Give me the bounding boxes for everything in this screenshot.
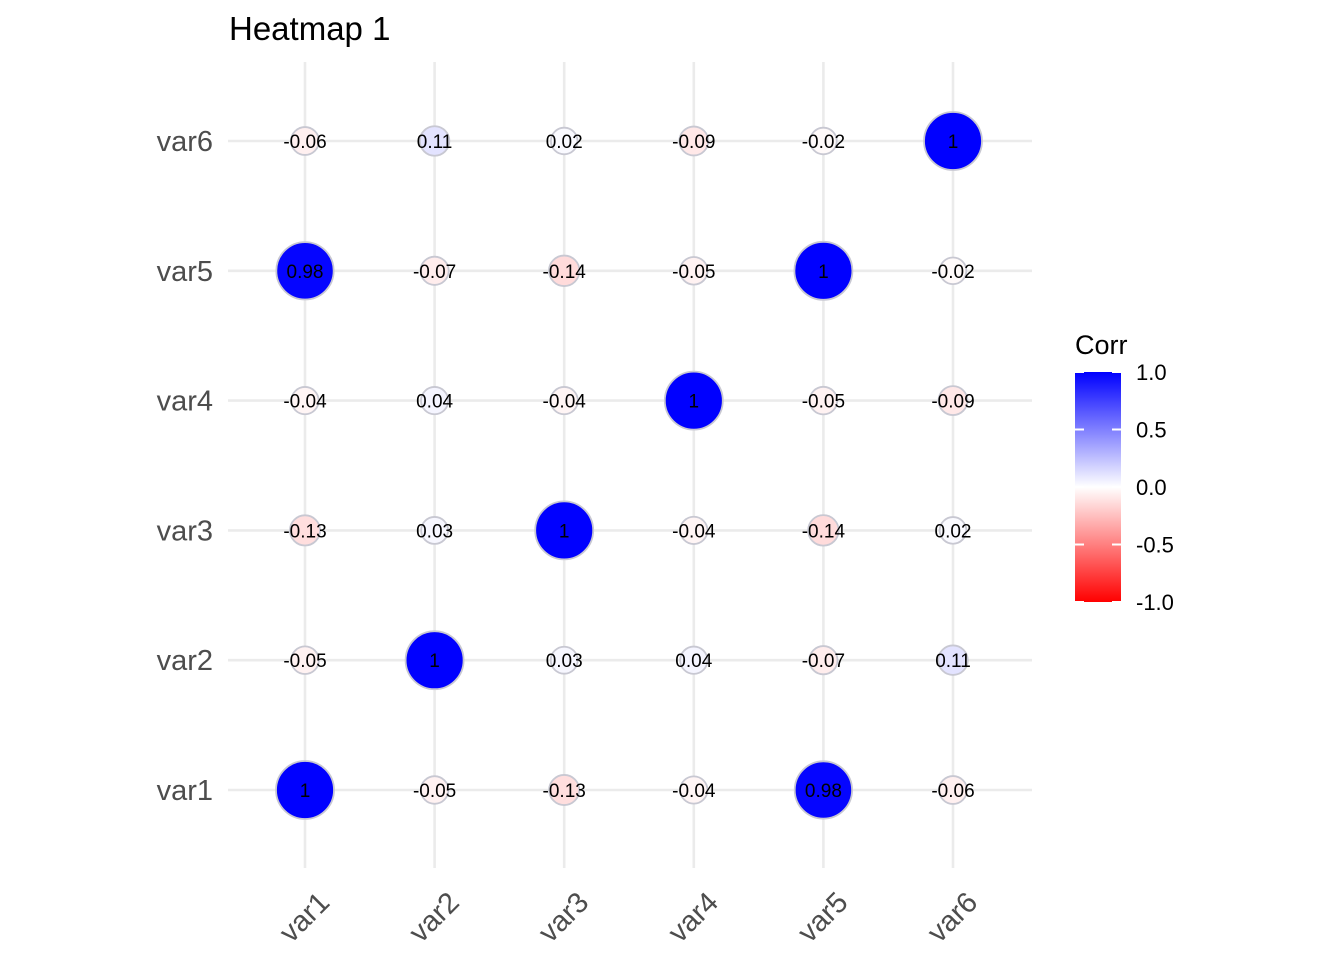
bubble-var4-var3 [679, 515, 709, 545]
cell-label-var5-var3: -0.14 [802, 521, 846, 542]
bubble-var5-var5 [793, 240, 854, 301]
legend-tick-label: -0.5 [1136, 533, 1174, 558]
legend-tick-label: -1.0 [1136, 590, 1174, 615]
cell-label-var3-var6: 0.02 [546, 132, 583, 153]
y-tick-label-var5: var5 [157, 256, 213, 288]
cell-label-var1-var5: 0.98 [287, 262, 324, 283]
cell-label-var6-var4: -0.09 [931, 392, 974, 413]
y-tick-label-var2: var2 [157, 645, 213, 677]
bubble-var5-var4 [808, 385, 839, 416]
bubble-var2-var5 [419, 255, 450, 286]
cell-label-var2-var1: -0.05 [413, 781, 456, 802]
cell-label-var2-var5: -0.07 [413, 262, 456, 283]
x-axis: var1 var2 var3 var4 var5 var6 [274, 886, 985, 949]
cell-label-var3-var3: 1 [559, 521, 570, 542]
x-tick-label-var4: var4 [662, 886, 725, 949]
cell-label-var1-var2: -0.05 [283, 651, 326, 672]
x-tick-label-var5: var5 [792, 886, 855, 949]
y-tick-label-var4: var4 [157, 386, 213, 418]
cell-label-var6-var3: 0.02 [935, 521, 972, 542]
cell-label-var6-var5: -0.02 [931, 262, 974, 283]
grid-layer [228, 62, 1032, 868]
cell-label-var5-var1: 0.98 [805, 781, 842, 802]
cell-label-var3-var2: 0.03 [546, 651, 583, 672]
x-tick-label-var3: var3 [533, 886, 596, 949]
cell-label-var5-var6: -0.02 [802, 132, 845, 153]
bubble-var2-var1 [419, 775, 450, 805]
x-tick-label-var6: var6 [922, 886, 985, 949]
cell-label-var4-var5: -0.05 [672, 262, 715, 283]
cell-label-var2-var2: 1 [429, 651, 440, 672]
cell-label-var4-var4: 1 [689, 392, 700, 413]
legend-title: Corr [1075, 330, 1128, 360]
chart-title: Heatmap 1 [229, 10, 390, 47]
cell-label-var4-var6: -0.09 [672, 132, 715, 153]
bubble-var6-var1 [938, 775, 968, 805]
bubble-var4-var2 [679, 645, 709, 675]
y-axis: var1 var2 var3 var4 var5 var6 [157, 126, 213, 807]
bubble-var1-var4 [290, 386, 320, 416]
legend-ticks: 1.0 0.5 0.0 -0.5 -1.0 [1075, 360, 1174, 615]
cell-label-var1-var1: 1 [300, 781, 311, 802]
bubble-var4-var6 [678, 125, 710, 157]
cell-label-var3-var4: -0.04 [543, 392, 587, 413]
bubble-var2-var3 [420, 516, 449, 545]
bubble-var6-var6 [923, 111, 983, 171]
cell-label-var3-var1: -0.13 [543, 781, 586, 802]
bubble-var4-var4 [663, 370, 724, 431]
legend-tick-label: 0.5 [1136, 418, 1167, 443]
cell-label-var5-var2: -0.07 [802, 651, 845, 672]
bubble-var2-var6 [418, 125, 451, 157]
legend-tick-label: 1.0 [1136, 360, 1167, 385]
bubble-var6-var2 [937, 644, 969, 676]
y-tick-label-var6: var6 [157, 126, 213, 158]
cell-label-var1-var4: -0.04 [283, 392, 327, 413]
cell-label-var1-var3: -0.13 [283, 521, 326, 542]
bubble-var2-var2 [404, 630, 465, 691]
bubble-var1-var3 [289, 514, 321, 547]
bubble-var6-var3 [938, 516, 968, 545]
bubble-var3-var5 [548, 254, 581, 287]
cell-label-var6-var1: -0.06 [931, 781, 974, 802]
bubble-var1-var1 [275, 760, 335, 820]
bubble-var5-var1 [793, 760, 853, 820]
cell-label-var2-var6: 0.11 [417, 132, 453, 153]
cell-label-layer: 1 -0.05 -0.13 -0.04 0.98 -0.06 -0.05 1 0.03 0.04 -… [283, 132, 974, 802]
cell-label-var2-var3: 0.03 [416, 521, 453, 542]
bubble-var4-var5 [679, 256, 709, 286]
cell-label-var6-var2: 0.11 [935, 651, 971, 672]
y-tick-label-var3: var3 [157, 515, 213, 547]
bubble-var3-var4 [549, 386, 579, 416]
bubble-var1-var5 [275, 241, 335, 301]
cell-label-var6-var6: 1 [948, 132, 959, 153]
bubble-var2-var4 [420, 386, 450, 416]
bubble-var3-var2 [549, 645, 579, 675]
legend-tick-label: 0.0 [1136, 475, 1167, 500]
x-tick-label-var2: var2 [403, 886, 466, 949]
cell-label-var4-var3: -0.04 [672, 521, 716, 542]
cell-label-var2-var4: 0.04 [416, 392, 453, 413]
bubble-var1-var6 [290, 126, 320, 156]
bubble-var1-var2 [290, 645, 320, 675]
bubble-var5-var6 [809, 126, 838, 156]
cell-label-var5-var5: 1 [818, 262, 829, 283]
bubble-var5-var3 [807, 514, 840, 547]
bubble-var4-var1 [679, 775, 709, 805]
cell-label-var3-var5: -0.14 [543, 262, 587, 283]
bubble-var3-var6 [549, 126, 579, 156]
y-tick-label-var1: var1 [157, 775, 213, 807]
cell-label-var1-var6: -0.06 [283, 132, 326, 153]
bubble-layer [275, 111, 983, 820]
legend: Corr 1.0 0.5 0.0 -0.5 -1.0 [1075, 330, 1174, 615]
bubble-var3-var1 [548, 774, 581, 806]
cell-label-var5-var4: -0.05 [802, 392, 845, 413]
bubble-var6-var4 [937, 385, 969, 416]
x-tick-label-var1: var1 [274, 886, 337, 949]
bubble-var6-var5 [938, 256, 968, 286]
bubble-var3-var3 [534, 500, 595, 561]
bubble-var5-var2 [808, 645, 839, 676]
cell-label-var4-var1: -0.04 [672, 781, 716, 802]
cell-label-var4-var2: 0.04 [675, 651, 712, 672]
